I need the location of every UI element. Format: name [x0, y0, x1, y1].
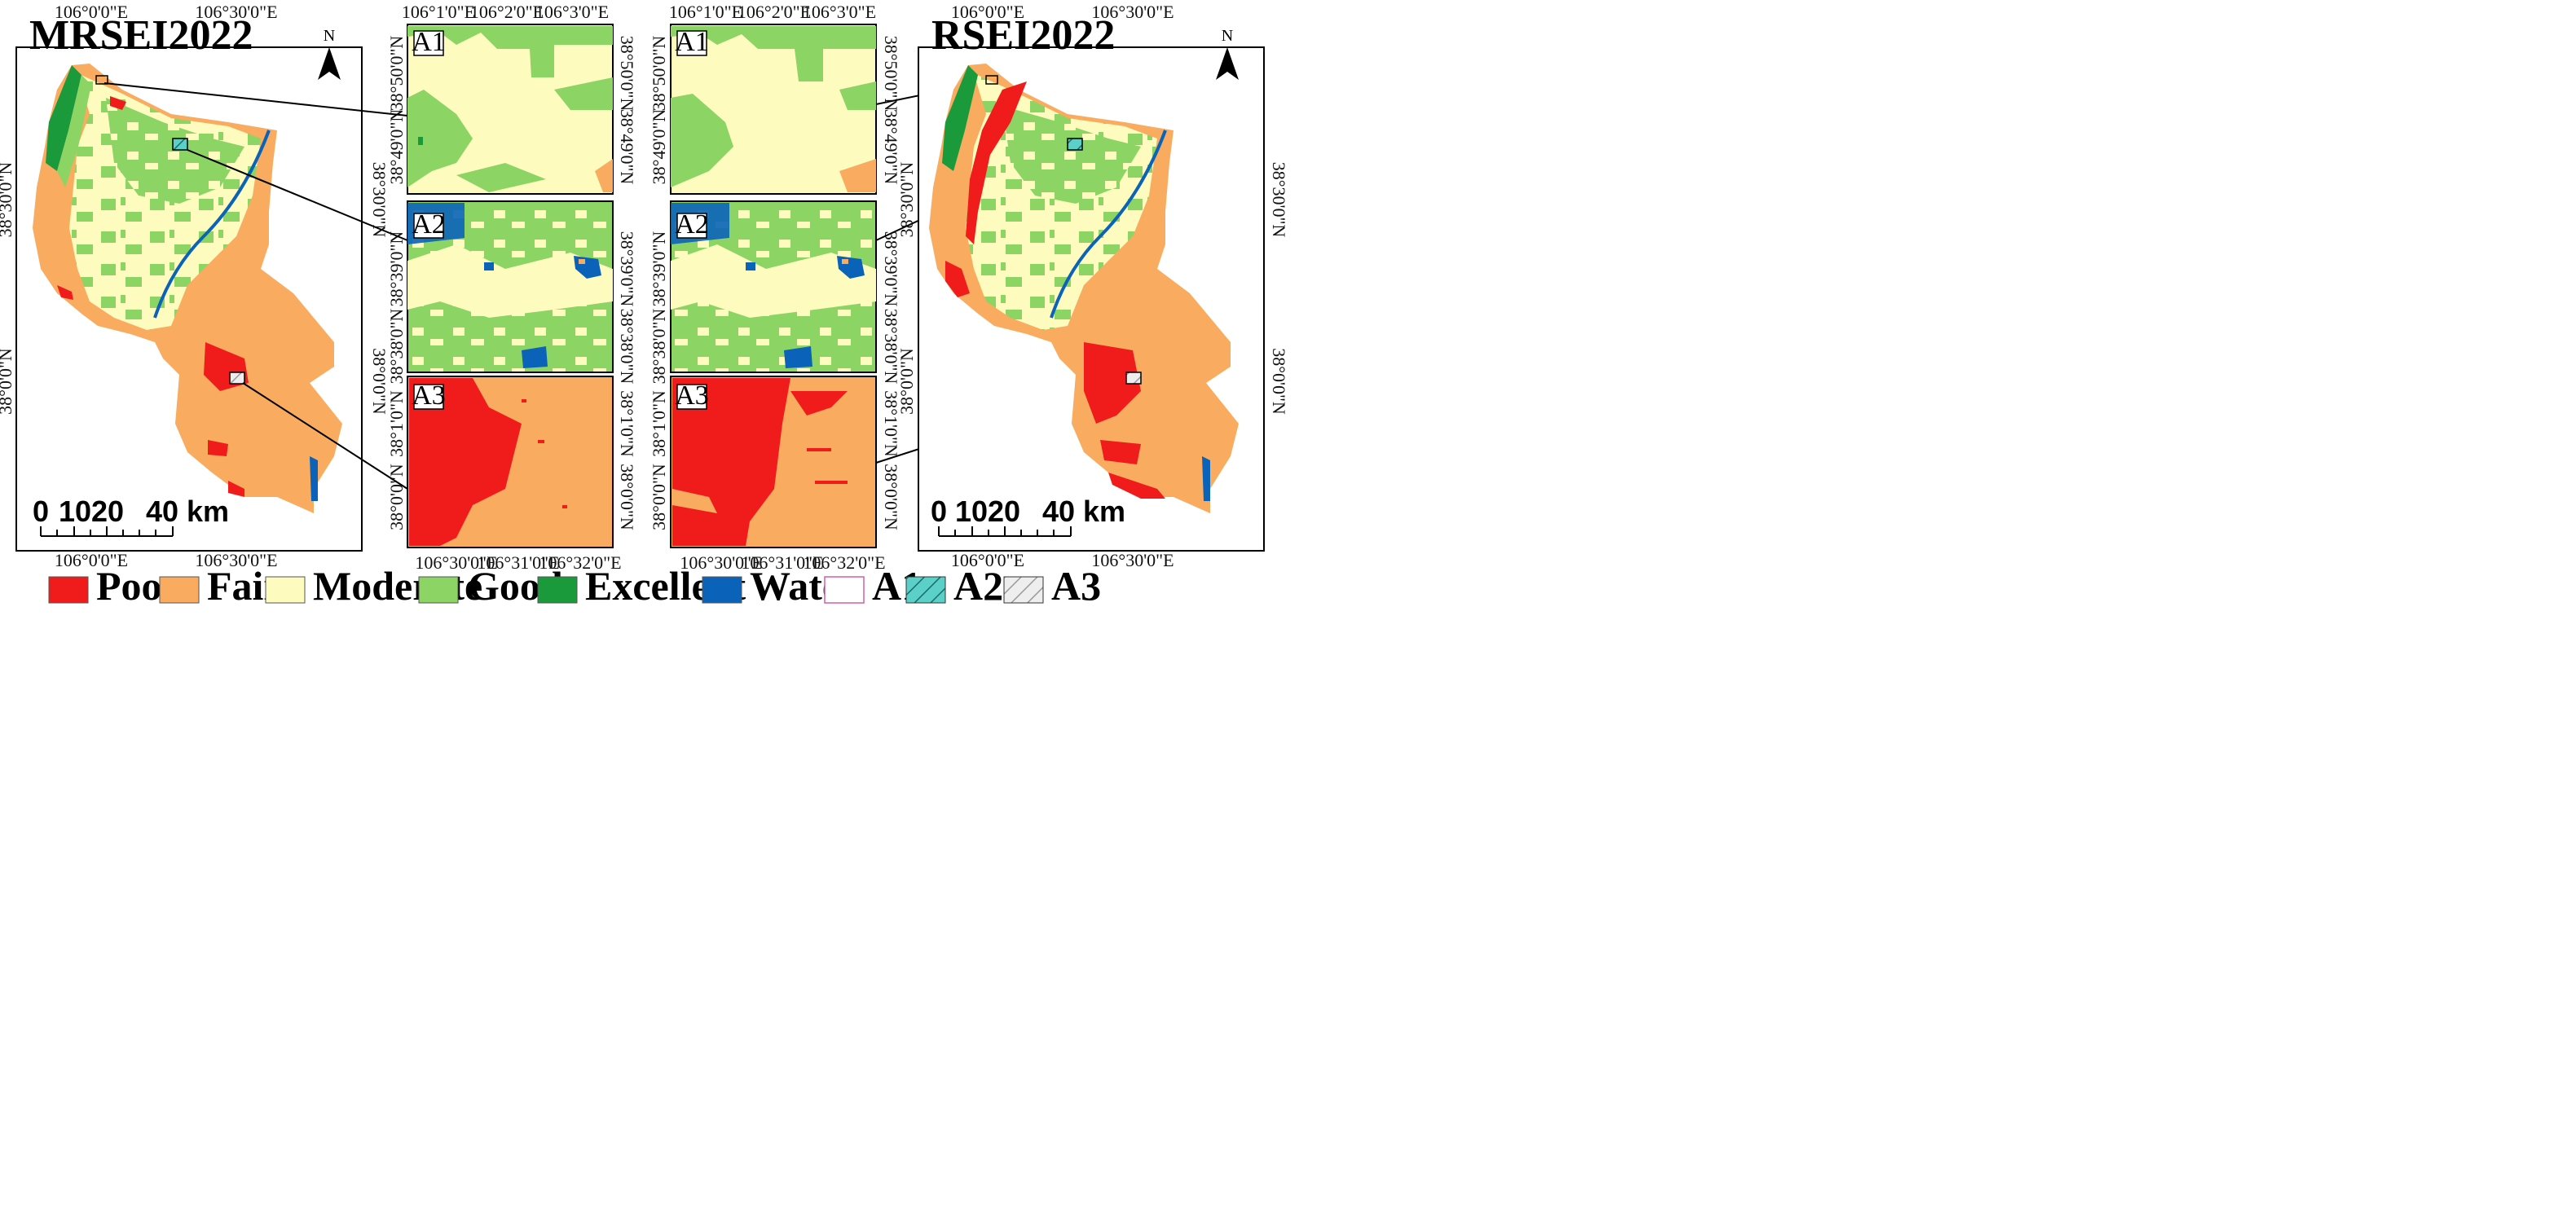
- left-lat-0: 38°0'0"N: [0, 348, 15, 415]
- left-map: 106°0'0"E 106°30'0"E 106°0'0"E 106°30'0"…: [0, 2, 390, 570]
- rz-a2-lat-1r: 38°39'0"N: [881, 231, 901, 307]
- rz-a3-lat-2r: 38°0'0"N: [881, 464, 901, 530]
- svg-text:10: 10: [955, 495, 988, 528]
- right-a2-marker: [1067, 138, 1083, 151]
- rz-a3-lat-1: 38°1'0"N: [649, 390, 669, 457]
- right-lat-30: 38°30'0"N: [896, 162, 917, 238]
- right-lat-0: 38°0'0"N: [896, 348, 917, 415]
- rz-bot-lon-3: 106°32'0"E: [803, 552, 885, 573]
- legend: Poor Fair Moderate Good Excellent Water …: [48, 563, 1101, 609]
- right-panel-a3: A3: [670, 376, 877, 548]
- lz-a2-lat-1r: 38°39'0"N: [617, 231, 637, 307]
- legend-item-a3: A3: [1003, 563, 1101, 609]
- right-panel-a2: A2: [670, 200, 877, 373]
- left-map-title: MRSEI2022: [29, 12, 253, 59]
- lz-top-lon-2: 106°2'0"E: [470, 2, 544, 22]
- right-a2-label: A2: [675, 209, 709, 240]
- lz-a2-lat-2r: 38°38'0"N: [617, 309, 637, 385]
- rz-a1-lat-2r: 38°49'0"N: [881, 109, 901, 185]
- left-a1-marker: [95, 75, 108, 85]
- left-panel-a1: A1: [407, 24, 614, 195]
- right-lat-30-right: 38°30'0"N: [1269, 162, 1289, 238]
- left-a3-marker: [229, 372, 245, 385]
- north-arrow-icon: N: [318, 27, 341, 80]
- left-a3-label: A3: [412, 380, 446, 411]
- rz-a2-lat-2r: 38°38'0"N: [881, 309, 901, 385]
- svg-text:40 km: 40 km: [1042, 495, 1125, 528]
- rz-a3-lat-2: 38°0'0"N: [649, 464, 669, 530]
- left-a2-marker: [172, 138, 188, 151]
- right-region: [929, 64, 1239, 513]
- left-scalebar: 0 10 20 40 km: [33, 495, 229, 537]
- lz-top-lon-1: 106°1'0"E: [402, 2, 475, 22]
- svg-text:A2: A2: [953, 563, 1003, 609]
- left-lat-0-right: 38°0'0"N: [369, 348, 390, 415]
- north-arrow-icon: N: [1216, 27, 1239, 80]
- rz-a2-lat-1: 38°39'0"N: [649, 231, 669, 307]
- lz-a1-lat-2r: 38°49'0"N: [617, 109, 637, 185]
- svg-text:40 km: 40 km: [146, 495, 229, 528]
- right-a1-label: A1: [675, 27, 709, 57]
- right-panel-a1: A1: [670, 24, 877, 195]
- svg-text:A3: A3: [1051, 563, 1101, 609]
- right-map-title: RSEI2022: [931, 12, 1115, 59]
- rz-a2-lat-2: 38°38'0"N: [649, 309, 669, 385]
- lz-a3-lat-1r: 38°1'0"N: [617, 390, 637, 457]
- right-top-lon-0: 106°0'0"E: [951, 2, 1024, 22]
- right-bottom-lon-30: 106°30'0"E: [1091, 550, 1174, 570]
- rz-a3-lat-1r: 38°1'0"N: [881, 390, 901, 457]
- svg-text:0: 0: [931, 495, 947, 528]
- rz-bot-lon-1: 106°30'0"E: [680, 552, 762, 573]
- right-bottom-lon-0: 106°0'0"E: [951, 550, 1024, 570]
- lz-a3-lat-2r: 38°0'0"N: [617, 464, 637, 530]
- svg-text:20: 20: [91, 495, 124, 528]
- lz-a1-lat-2: 38°49'0"N: [386, 109, 407, 185]
- left-bottom-lon-0: 106°0'0"E: [55, 550, 128, 570]
- right-scalebar: 0 10 20 40 km: [931, 495, 1125, 537]
- lz-bot-lon-3: 106°32'0"E: [539, 552, 621, 573]
- rz-top-lon-2: 106°2'0"E: [738, 2, 811, 22]
- left-region: [33, 64, 342, 513]
- right-top-lon-30: 106°30'0"E: [1091, 2, 1174, 22]
- left-a1-label: A1: [412, 27, 446, 57]
- lz-a1-lat-1: 38°50'0"N: [386, 36, 407, 112]
- lz-top-lon-3: 106°3'0"E: [535, 2, 609, 22]
- svg-text:0: 0: [33, 495, 49, 528]
- lz-a2-lat-2: 38°38'0"N: [386, 309, 407, 385]
- rz-a1-lat-1: 38°50'0"N: [649, 36, 669, 112]
- left-lat-30: 38°30'0"N: [0, 162, 15, 238]
- svg-text:20: 20: [988, 495, 1020, 528]
- lz-a3-lat-1: 38°1'0"N: [386, 390, 407, 457]
- right-a3-label: A3: [675, 380, 709, 411]
- lz-a3-lat-2: 38°0'0"N: [386, 464, 407, 530]
- right-lat-0-right: 38°0'0"N: [1269, 348, 1289, 415]
- right-map: 106°0'0"E 106°30'0"E 106°0'0"E 106°30'0"…: [896, 2, 1289, 570]
- rz-top-lon-1: 106°1'0"E: [669, 2, 742, 22]
- lz-a2-lat-1: 38°39'0"N: [386, 231, 407, 307]
- left-panel-a3: A3: [407, 376, 614, 548]
- svg-text:N: N: [1222, 27, 1233, 45]
- lz-a1-lat-1r: 38°50'0"N: [617, 36, 637, 112]
- left-top-lon-30: 106°30'0"E: [195, 2, 277, 22]
- lz-bot-lon-2: 106°31'0"E: [477, 552, 559, 573]
- svg-text:N: N: [324, 27, 335, 45]
- legend-item-a2: A2: [905, 563, 1003, 609]
- left-top-lon-0: 106°0'0"E: [55, 2, 128, 22]
- left-zoom-panels: 106°1'0"E 106°2'0"E 106°3'0"E A1 A2: [386, 2, 637, 573]
- left-panel-a2: A2: [407, 200, 614, 373]
- rz-bot-lon-2: 106°31'0"E: [741, 552, 823, 573]
- left-bottom-lon-30: 106°30'0"E: [195, 550, 277, 570]
- rz-a1-lat-1r: 38°50'0"N: [881, 36, 901, 112]
- rz-top-lon-3: 106°3'0"E: [803, 2, 876, 22]
- rz-a1-lat-2: 38°49'0"N: [649, 109, 669, 185]
- right-a1-marker: [985, 75, 998, 85]
- lz-bot-lon-1: 106°30'0"E: [415, 552, 497, 573]
- left-lat-30-right: 38°30'0"N: [369, 162, 390, 238]
- left-a2-label: A2: [412, 209, 446, 240]
- right-zoom-panels: 106°1'0"E 106°2'0"E 106°3'0"E A1 A2: [649, 2, 901, 573]
- right-a3-marker: [1125, 372, 1142, 385]
- svg-text:10: 10: [59, 495, 91, 528]
- left-connectors: [103, 82, 408, 490]
